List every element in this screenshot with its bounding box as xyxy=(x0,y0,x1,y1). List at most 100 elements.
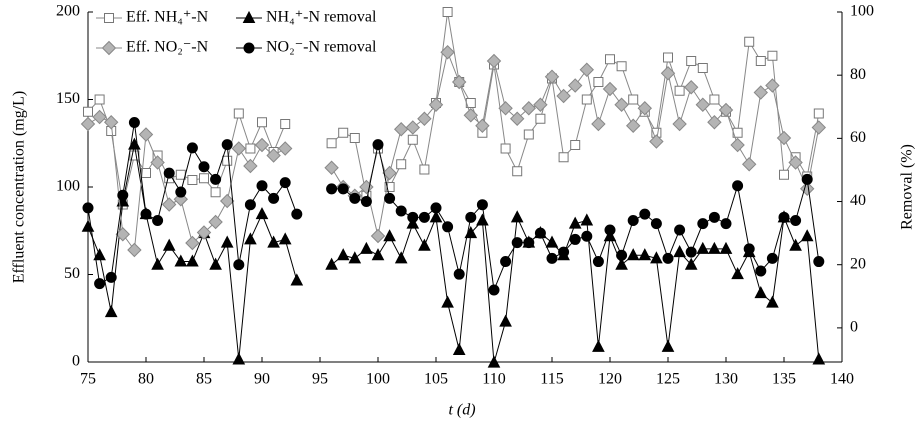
legend-label: NH₄⁺-N removal xyxy=(266,9,377,26)
marker xyxy=(219,193,235,209)
marker xyxy=(220,235,234,248)
marker xyxy=(743,243,755,255)
marker xyxy=(465,211,477,223)
marker xyxy=(498,101,513,116)
marker xyxy=(418,211,430,223)
marker xyxy=(393,122,409,137)
marker xyxy=(683,80,699,95)
marker xyxy=(616,249,628,261)
marker xyxy=(766,252,778,264)
x-tick-label: 135 xyxy=(772,371,796,388)
legend-entry: Eff. NO₂⁻-N xyxy=(96,39,209,56)
marker xyxy=(453,268,465,280)
marker xyxy=(277,141,293,156)
marker xyxy=(523,129,534,140)
marker xyxy=(418,238,431,251)
marker xyxy=(753,85,769,100)
marker xyxy=(338,127,349,138)
marker xyxy=(105,271,117,283)
marker xyxy=(591,116,606,132)
marker xyxy=(324,160,339,175)
marker xyxy=(245,143,256,154)
marker xyxy=(788,155,803,170)
marker xyxy=(128,117,140,129)
marker xyxy=(732,180,744,192)
marker xyxy=(767,50,778,61)
marker xyxy=(382,165,397,181)
marker xyxy=(779,169,789,180)
marker xyxy=(778,211,790,223)
marker xyxy=(718,102,734,118)
marker xyxy=(163,167,175,179)
marker xyxy=(83,106,93,117)
marker xyxy=(730,137,745,153)
marker xyxy=(196,225,212,240)
marker xyxy=(697,218,709,230)
y-axis-title: Effluent concentration (mg/L) xyxy=(11,91,28,284)
marker xyxy=(790,214,802,226)
marker xyxy=(186,254,199,267)
marker xyxy=(776,130,792,146)
marker xyxy=(686,56,697,66)
marker xyxy=(452,342,466,355)
y2-axis-title: Removal (%) xyxy=(899,144,916,230)
marker xyxy=(627,214,639,226)
marker xyxy=(616,61,627,72)
marker xyxy=(813,256,825,268)
marker xyxy=(80,116,96,132)
legend-entry: Eff. NH₄⁺-N xyxy=(96,9,209,26)
marker xyxy=(151,257,164,270)
marker xyxy=(812,352,826,365)
marker xyxy=(210,173,222,185)
marker xyxy=(337,183,349,195)
x-tick-label: 95 xyxy=(312,371,328,388)
marker xyxy=(534,227,546,239)
marker xyxy=(348,251,362,264)
marker xyxy=(221,139,233,151)
marker xyxy=(650,218,662,230)
x-tick-label: 85 xyxy=(196,371,212,388)
marker xyxy=(406,216,420,229)
marker xyxy=(628,94,639,105)
marker xyxy=(396,159,407,170)
marker xyxy=(535,113,546,124)
marker xyxy=(152,214,164,226)
marker xyxy=(209,257,222,270)
marker xyxy=(580,213,594,226)
marker xyxy=(336,248,350,261)
y-tick-label: 200 xyxy=(56,3,80,20)
marker xyxy=(231,141,247,156)
series xyxy=(81,137,826,368)
marker xyxy=(602,81,618,97)
marker xyxy=(663,52,673,63)
marker xyxy=(674,224,686,236)
marker xyxy=(592,339,605,352)
marker xyxy=(326,138,337,149)
marker xyxy=(592,256,604,268)
marker xyxy=(754,286,768,299)
y-tick-label: 100 xyxy=(56,178,80,195)
marker xyxy=(360,196,372,208)
marker xyxy=(395,205,407,217)
marker xyxy=(94,94,105,105)
x-tick-label: 105 xyxy=(424,371,448,388)
marker xyxy=(290,273,304,286)
marker xyxy=(500,256,512,268)
marker xyxy=(765,78,780,93)
marker xyxy=(567,78,583,93)
marker xyxy=(222,155,233,166)
marker xyxy=(138,127,154,142)
marker xyxy=(326,183,338,195)
marker xyxy=(626,248,640,261)
x-tick-label: 75 xyxy=(80,371,96,388)
legend: Eff. NH₄⁺-N NH₄⁺-N removal Eff. NO₂⁻-N NO₂⁻… xyxy=(96,9,377,56)
marker xyxy=(384,182,395,192)
marker xyxy=(708,211,720,223)
marker xyxy=(533,97,548,112)
x-tick-label: 110 xyxy=(482,371,505,388)
marker xyxy=(93,248,106,261)
marker xyxy=(685,246,697,258)
marker xyxy=(650,251,663,264)
marker xyxy=(233,108,244,119)
marker xyxy=(255,207,269,220)
